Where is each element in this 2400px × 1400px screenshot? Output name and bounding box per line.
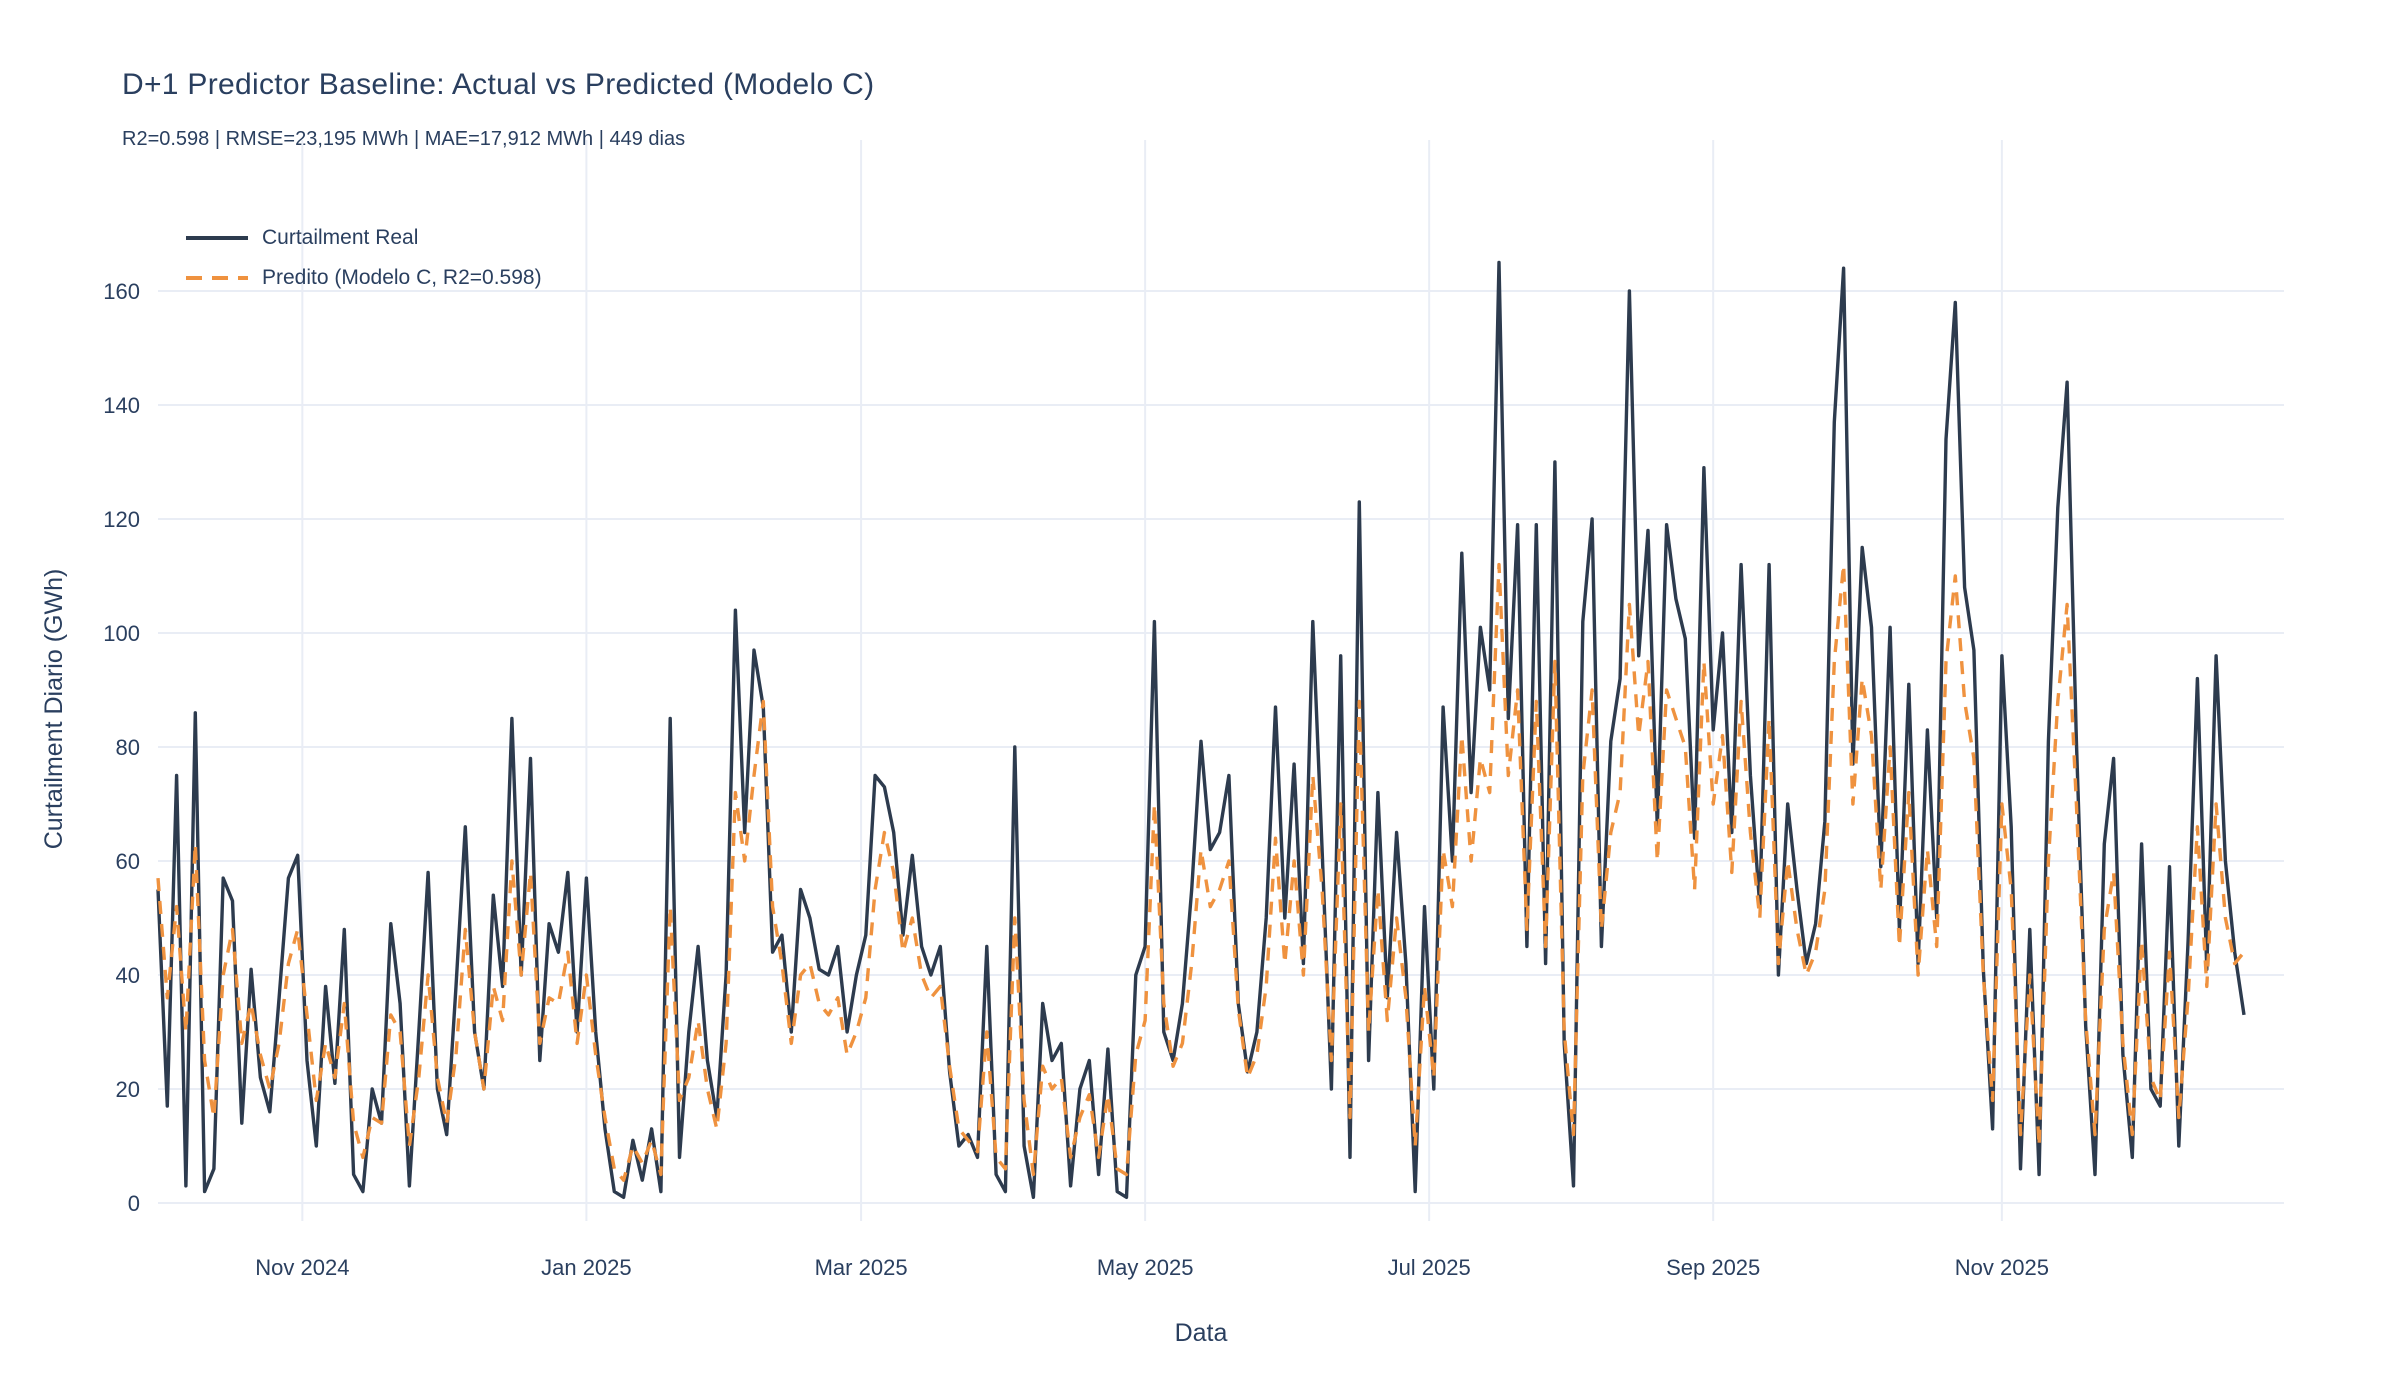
x-tick-label: Mar 2025 [815, 1255, 908, 1280]
x-tick-label: Nov 2025 [1955, 1255, 2049, 1280]
y-tick-label: 120 [103, 507, 140, 532]
y-tick-label: 20 [116, 1077, 140, 1102]
legend-item-actual[interactable]: Curtailment Real [186, 222, 542, 254]
y-tick-label: 100 [103, 621, 140, 646]
y-tick-label: 140 [103, 393, 140, 418]
y-tick-label: 80 [116, 735, 140, 760]
x-tick-label: Jul 2025 [1388, 1255, 1471, 1280]
legend-label: Curtailment Real [262, 226, 419, 249]
x-tick-label: May 2025 [1097, 1255, 1194, 1280]
legend-label: Predito (Modelo C, R2=0.598) [262, 266, 542, 289]
chart-title: D+1 Predictor Baseline: Actual vs Predic… [122, 68, 875, 101]
x-tick-label: Nov 2024 [255, 1255, 349, 1280]
x-tick-label: Sep 2025 [1666, 1255, 1760, 1280]
series-predicted [156, 562, 2246, 1182]
y-tick-label: 40 [116, 963, 140, 988]
y-axis-title: Curtailment Diario (GWh) [40, 569, 68, 850]
legend-item-predicted[interactable]: Predito (Modelo C, R2=0.598) [186, 262, 542, 294]
legend-line-actual-icon [186, 236, 248, 240]
y-tick-label: 160 [103, 279, 140, 304]
y-tick-label: 60 [116, 849, 140, 874]
legend-line-predicted-icon [186, 276, 248, 280]
x-tick-label: Jan 2025 [541, 1255, 632, 1280]
legend: Curtailment Real Predito (Modelo C, R2=0… [186, 222, 542, 294]
chart-subtitle: R2=0.598 | RMSE=23,195 MWh | MAE=17,912 … [122, 128, 686, 150]
x-axis-title: Data [1175, 1319, 1228, 1347]
series-actual [156, 260, 2246, 1200]
y-tick-label: 0 [128, 1191, 140, 1216]
